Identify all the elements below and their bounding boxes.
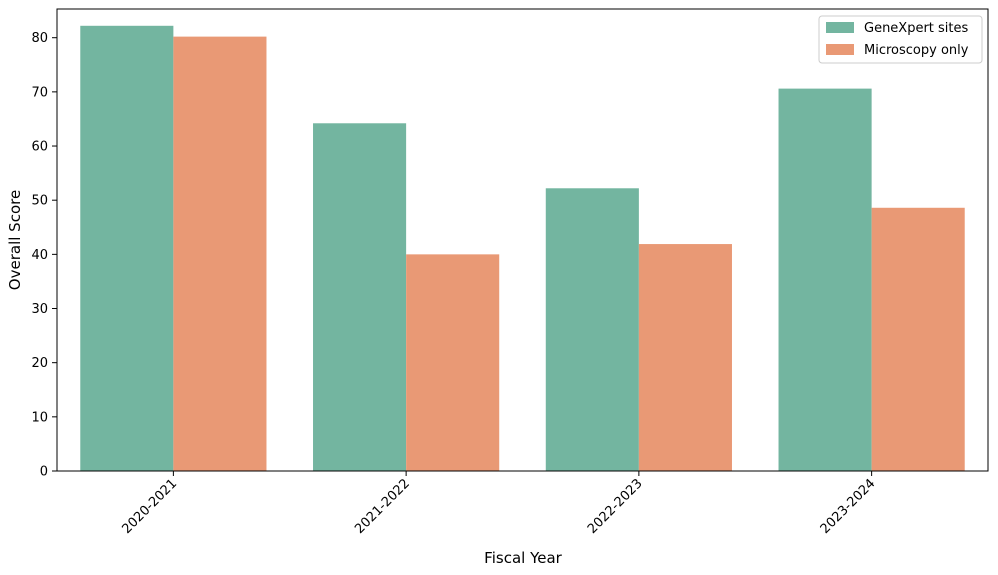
y-tick-label: 40	[31, 248, 48, 263]
bar-genexpert-sites-2020-2021	[80, 25, 174, 471]
bar-genexpert-sites-2022-2023	[545, 188, 639, 471]
bar-genexpert-sites-2023-2024	[778, 88, 872, 471]
y-tick-label: 60	[31, 140, 48, 155]
bar-microscopy-only-2023-2024	[871, 207, 965, 471]
x-tick-label: 2023-2024	[818, 476, 879, 537]
x-axis-label: Fiscal Year	[484, 549, 562, 567]
legend: GeneXpert sites Microscopy only	[818, 15, 983, 64]
legend-label-genexpert: GeneXpert sites	[864, 21, 969, 36]
legend-label-microscopy: Microscopy only	[864, 43, 969, 58]
bar-microscopy-only-2021-2022	[406, 254, 500, 471]
y-tick-label: 70	[31, 85, 48, 100]
y-tick-label: 0	[40, 465, 48, 480]
bar-genexpert-sites-2021-2022	[313, 123, 407, 471]
x-tick-label: 2020-2021	[119, 476, 180, 537]
y-axis: 0 10 20 30 40 50 60 70 80	[31, 31, 57, 480]
legend-swatch-genexpert	[826, 22, 854, 33]
x-axis: 2020-2021 2021-2022 2022-2023 2023-2024	[119, 471, 878, 537]
bar-microscopy-only-2020-2021	[173, 36, 267, 472]
legend-swatch-microscopy	[826, 44, 854, 55]
y-tick-label: 10	[31, 410, 48, 425]
bars-group	[80, 25, 965, 472]
x-tick-label: 2022-2023	[585, 476, 646, 537]
y-axis-label: Overall Score	[6, 190, 24, 290]
y-tick-label: 80	[31, 31, 48, 46]
bar-microscopy-only-2022-2023	[638, 244, 732, 471]
y-tick-label: 50	[31, 194, 48, 209]
y-tick-label: 30	[31, 302, 48, 317]
plot-frame	[56, 8, 989, 472]
x-tick-label: 2021-2022	[352, 476, 413, 537]
legend-frame	[818, 15, 983, 64]
y-tick-label: 20	[31, 356, 48, 371]
